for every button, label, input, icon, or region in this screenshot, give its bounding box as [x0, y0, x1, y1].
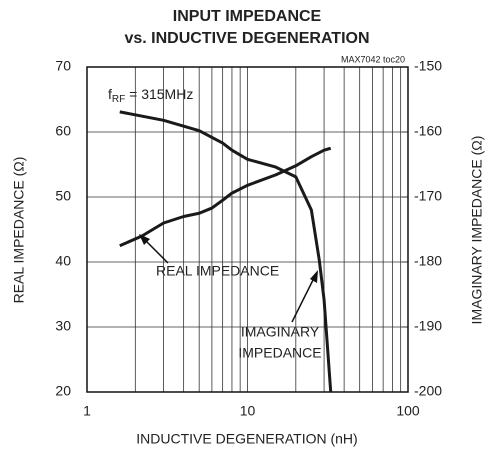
y2-tick-label: -190: [414, 318, 442, 334]
y2-tick-label: -150: [414, 58, 442, 74]
y-tick-label: 70: [55, 58, 71, 74]
imag-label: IMAGINARY: [241, 324, 320, 340]
chart-title: INPUT IMPEDANCE: [173, 8, 322, 25]
y2-tick-label: -180: [414, 253, 442, 269]
arrow: [144, 239, 169, 264]
y2-tick-label: -170: [414, 188, 442, 204]
x-tick-label: 1: [83, 403, 91, 419]
freq-annotation: fRF = 315MHz: [108, 86, 193, 105]
figure-code: MAX7042 toc20: [341, 54, 405, 64]
x-tick-label: 100: [396, 403, 420, 419]
y-tick-label: 50: [55, 188, 71, 204]
y2-tick-label: -200: [414, 383, 442, 399]
y-tick-label: 30: [55, 318, 71, 334]
plot-frame: [86, 66, 409, 393]
y-axis-label: REAL IMPEDANCE (Ω): [11, 157, 27, 304]
y-tick-label: 20: [55, 383, 71, 399]
y2-tick-label: -160: [414, 123, 442, 139]
y-tick-label: 60: [55, 123, 71, 139]
y2-axis-label: IMAGINARY IMPEDANCE (Ω): [469, 136, 485, 325]
y-tick-label: 40: [55, 253, 71, 269]
x-axis-label: INDUCTIVE DEGENERATION (nH): [136, 431, 357, 447]
x-tick-label: 10: [240, 403, 256, 419]
real-label: REAL IMPEDANCE: [156, 263, 279, 279]
freq-rest: = 315MHz: [125, 86, 193, 102]
imag-label: IMPEDANCE: [238, 345, 321, 361]
series-line: [119, 110, 333, 393]
series-line: [119, 146, 332, 248]
arrow: [291, 277, 315, 323]
freq-f: f: [108, 86, 112, 102]
freq-sub: RF: [112, 94, 125, 105]
chart-title: vs. INDUCTIVE DEGENERATION: [124, 30, 369, 47]
arrowhead: [310, 270, 318, 283]
label-bg: [236, 322, 326, 364]
arrowhead: [139, 234, 150, 245]
